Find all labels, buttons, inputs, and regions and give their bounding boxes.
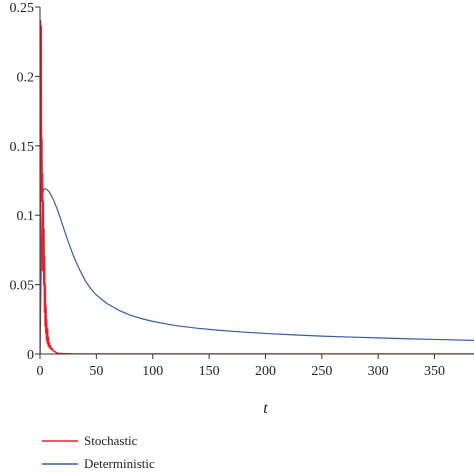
x-ticks: 0 50 100 150 200 250 300 350 xyxy=(37,354,445,379)
x-tick-label: 50 xyxy=(89,364,103,379)
y-tick-label: 0.25 xyxy=(10,1,35,16)
x-tick-label: 100 xyxy=(142,364,163,379)
series-line-stochastic xyxy=(40,20,474,354)
y-tick-label: 0.15 xyxy=(10,140,35,155)
x-tick-label: 250 xyxy=(311,364,332,379)
axes xyxy=(39,7,474,355)
plot-area xyxy=(40,20,474,354)
legend-label-deterministic: Deterministic xyxy=(84,456,155,471)
y-ticks: 0 0.05 0.1 0.15 0.2 0.25 xyxy=(10,1,40,363)
y-tick-label: 0.1 xyxy=(17,209,35,224)
y-tick-label: 0 xyxy=(27,348,34,363)
x-axis-label: t xyxy=(263,400,268,417)
y-tick-label: 0.2 xyxy=(17,70,35,85)
x-tick-label: 0 xyxy=(37,364,44,379)
x-tick-label: 200 xyxy=(255,364,276,379)
y-tick-label: 0.05 xyxy=(10,279,35,294)
legend-label-stochastic: Stochastic xyxy=(84,433,138,448)
x-tick-label: 300 xyxy=(368,364,389,379)
x-tick-label: 150 xyxy=(199,364,220,379)
series-line-deterministic xyxy=(40,188,474,354)
legend: Stochastic Deterministic xyxy=(42,433,155,471)
x-tick-label: 350 xyxy=(424,364,445,379)
